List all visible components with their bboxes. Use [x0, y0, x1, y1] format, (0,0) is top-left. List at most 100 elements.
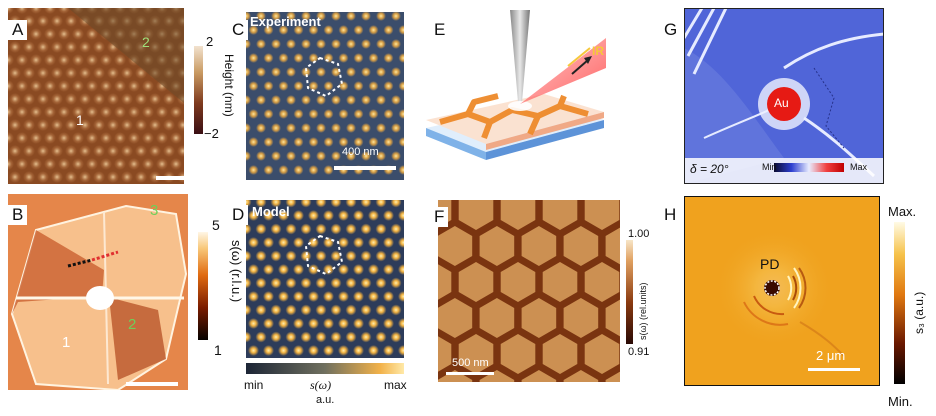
- panel-d-dot: [390, 223, 402, 235]
- panel-c-dot: [286, 151, 296, 161]
- panel-a-bump: [100, 80, 112, 92]
- panel-c-dot: [323, 25, 334, 35]
- panel-c-dot: [278, 53, 289, 63]
- panel-d-dot: [353, 291, 364, 302]
- panel-c-scale: 400 nm: [342, 146, 379, 158]
- panel-c-dot: [263, 137, 274, 147]
- panel-a-bump: [16, 158, 28, 170]
- panel-a-bump: [163, 145, 175, 157]
- panel-b-region-1: 1: [62, 334, 71, 351]
- panel-c-dot: [346, 95, 356, 105]
- panel-d-dot: [390, 250, 402, 262]
- panel-a-bump: [8, 80, 14, 92]
- panel-d-dot: [285, 304, 297, 316]
- panel-a-bump: [142, 158, 154, 170]
- panel-e-beam-label: IR: [592, 44, 604, 58]
- panel-d-dot: [368, 210, 379, 221]
- panel-c-dot: [248, 109, 259, 119]
- panel-c-dot: [248, 25, 259, 35]
- panel-c-dot: [316, 12, 326, 21]
- panel-d-dot: [323, 210, 334, 221]
- panel-d-dot: [368, 291, 379, 302]
- panel-b-cbar-max: 5: [212, 217, 220, 233]
- panel-d-dot: [308, 210, 319, 221]
- panel-f-cbar-min: 0.91: [628, 346, 650, 358]
- panel-d-dot: [330, 304, 342, 316]
- panel-g-image: [684, 8, 884, 184]
- panel-c-dot: [286, 12, 296, 21]
- panel-c-dot: [338, 25, 349, 35]
- panel-f-hexagon: [605, 299, 620, 337]
- panel-c-dot: [308, 109, 319, 119]
- panel-d-title: Model: [252, 204, 290, 219]
- panel-d-dot: [360, 250, 372, 262]
- panel-d-dot: [300, 250, 312, 262]
- panel-a: [8, 8, 184, 184]
- panel-f-hexagon: [500, 200, 536, 230]
- panel-d-dot: [360, 277, 372, 289]
- panel-d-dot: [246, 304, 252, 316]
- panel-c-dot: [286, 67, 296, 77]
- panel-a-bump: [170, 158, 182, 170]
- panel-a-bump: [135, 145, 147, 157]
- panel-d-dot: [270, 304, 282, 316]
- panel-c-dot: [293, 25, 304, 35]
- panel-a-bump: [114, 132, 126, 144]
- panel-d-dot: [360, 200, 372, 208]
- panel-d-dot: [300, 223, 312, 235]
- panel-d-dot: [375, 304, 387, 316]
- panel-d-dot: [360, 304, 372, 316]
- panel-a-bump: [30, 158, 42, 170]
- panel-a-bump: [23, 171, 35, 183]
- panel-c-dot: [271, 151, 281, 161]
- panel-d-dot: [255, 250, 267, 262]
- panel-c-dot: [353, 53, 364, 63]
- panel-a-bump: [142, 132, 154, 144]
- panel-c-dot: [286, 39, 296, 49]
- panel-c-dot: [346, 151, 356, 161]
- panel-d-dot: [248, 345, 259, 356]
- panel-c-dot: [301, 67, 311, 77]
- panel-a-scalebar: [156, 176, 184, 180]
- panel-d-dot: [293, 291, 304, 302]
- panel-d-cbar-mid: s(ω): [310, 378, 332, 392]
- panel-a-bump: [135, 93, 147, 105]
- panel-c-dot: [246, 12, 251, 21]
- panel-a-bump: [149, 145, 161, 157]
- panel-d-dot: [248, 210, 259, 221]
- panel-c-scalebar: [334, 166, 396, 170]
- panel-d-dot: [270, 331, 282, 343]
- panel-a-bump: [58, 132, 70, 144]
- panel-d-dot: [285, 223, 297, 235]
- panel-c-dot: [391, 123, 401, 133]
- panel-d-dot: [323, 291, 334, 302]
- panel-a-bump: [30, 8, 42, 14]
- panel-a-bump: [149, 119, 161, 131]
- panel-a-bump: [128, 106, 140, 118]
- panel-f-hexagon: [521, 298, 557, 338]
- panel-a-bump: [65, 67, 77, 79]
- panel-d-dot: [323, 237, 334, 248]
- panel-c-dot: [278, 25, 289, 35]
- panel-d-dot: [368, 264, 379, 275]
- panel-c-dot: [248, 81, 259, 91]
- panel-d-dot: [353, 264, 364, 275]
- panel-d-dot: [300, 200, 312, 208]
- panel-a-bump: [93, 93, 105, 105]
- panel-a-bump: [9, 145, 21, 157]
- panel-a-bump: [44, 132, 56, 144]
- panel-c-dot: [271, 123, 281, 133]
- panel-d-dot: [246, 223, 252, 235]
- panel-a-bump: [114, 106, 126, 118]
- panel-c-dot: [293, 137, 304, 147]
- panel-d-dot: [353, 237, 364, 248]
- panel-d-dot: [383, 291, 394, 302]
- panel-a-bump: [93, 119, 105, 131]
- panel-d-dot: [248, 318, 259, 329]
- panel-c-dot: [278, 81, 289, 91]
- panel-a-bump: [135, 119, 147, 131]
- panel-a-bump: [86, 28, 98, 40]
- panel-f-label: F: [430, 207, 449, 227]
- panel-d-dot: [398, 210, 404, 221]
- panel-d-dot: [278, 264, 289, 275]
